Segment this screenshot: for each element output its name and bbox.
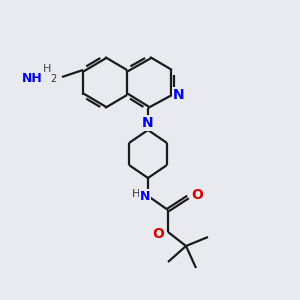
Text: 2: 2	[50, 74, 56, 84]
Text: N: N	[140, 190, 150, 202]
Text: N: N	[142, 116, 154, 130]
Text: NH: NH	[22, 73, 43, 85]
Text: O: O	[191, 188, 203, 202]
Text: H: H	[43, 64, 51, 74]
Text: H: H	[132, 189, 140, 199]
Text: O: O	[152, 227, 164, 241]
Text: N: N	[173, 88, 185, 102]
